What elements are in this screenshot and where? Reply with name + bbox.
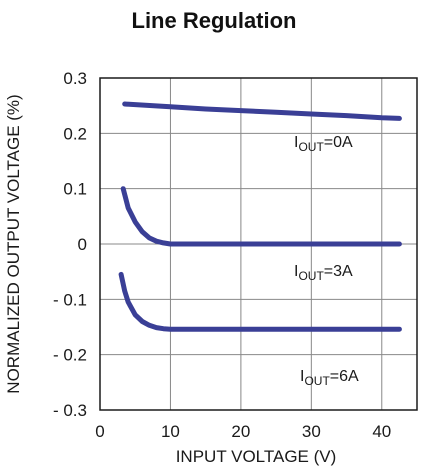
y-axis-title: NORMALIZED OUTPUT VOLTAGE (%): [4, 94, 23, 393]
series-line-0: [122, 101, 402, 121]
series-label-1: IOUT=3A: [294, 263, 353, 283]
chart-title: Line Regulation: [132, 8, 297, 33]
x-tick-label-3: 30: [302, 422, 321, 441]
x-axis-title: INPUT VOLTAGE (V): [176, 447, 337, 466]
y-tick-label-4: - 0.1: [53, 290, 87, 309]
plot-frame: [99, 77, 418, 411]
grid: [100, 78, 417, 410]
y-tick-label-3: 0: [78, 235, 87, 254]
y-tick-label-6: - 0.3: [53, 401, 87, 420]
series-line-2: [118, 271, 402, 332]
x-tick-label-2: 20: [231, 422, 250, 441]
y-tick-label-5: - 0.2: [53, 346, 87, 365]
x-tick-label-4: 40: [372, 422, 391, 441]
x-tick-labels: 0 10 20 30 40: [95, 422, 391, 441]
x-tick-label-0: 0: [95, 422, 104, 441]
x-tick-label-1: 10: [161, 422, 180, 441]
series-label-0: IOUT=0A: [294, 134, 353, 154]
y-tick-label-1: 0.2: [63, 124, 87, 143]
series-labels: IOUT=0A IOUT=3A IOUT=6A: [294, 134, 359, 388]
y-tick-label-2: 0.1: [63, 180, 87, 199]
y-tick-labels: 0.3 0.2 0.1 0 - 0.1 - 0.2 - 0.3: [53, 69, 87, 420]
series-lines: [118, 101, 402, 332]
y-tick-label-0: 0.3: [63, 69, 87, 88]
series-label-2: IOUT=6A: [300, 368, 359, 388]
series-line-1: [120, 186, 402, 247]
